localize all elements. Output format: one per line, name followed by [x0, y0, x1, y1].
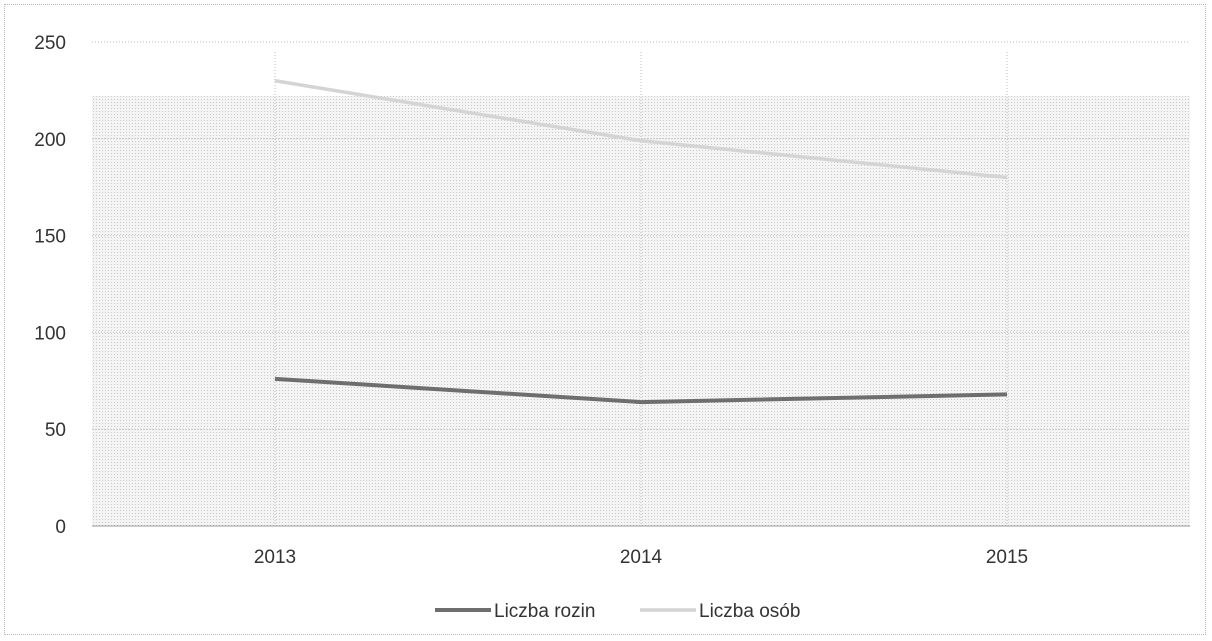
- y-tick-label: 200: [34, 130, 66, 151]
- y-axis: 0 50 100 150 200 250: [34, 33, 66, 538]
- x-tick-label: 2015: [986, 547, 1028, 568]
- y-tick-label: 100: [34, 323, 66, 344]
- y-tick-label: 50: [45, 420, 66, 441]
- legend: Liczba rozin Liczba osób: [435, 601, 800, 622]
- x-tick-label: 2014: [620, 547, 663, 568]
- y-tick-label: 150: [34, 227, 66, 248]
- legend-label: Liczba rozin: [494, 601, 595, 622]
- y-tick-label: 0: [55, 517, 66, 538]
- gridlines: [92, 41, 1190, 527]
- x-tick-label: 2013: [254, 547, 296, 568]
- x-axis: 2013 2014 2015: [254, 547, 1028, 568]
- series-lines: [274, 78, 1008, 405]
- legend-label: Liczba osób: [699, 601, 800, 622]
- chart-frame: [4, 4, 1206, 635]
- y-tick-label: 250: [34, 33, 66, 54]
